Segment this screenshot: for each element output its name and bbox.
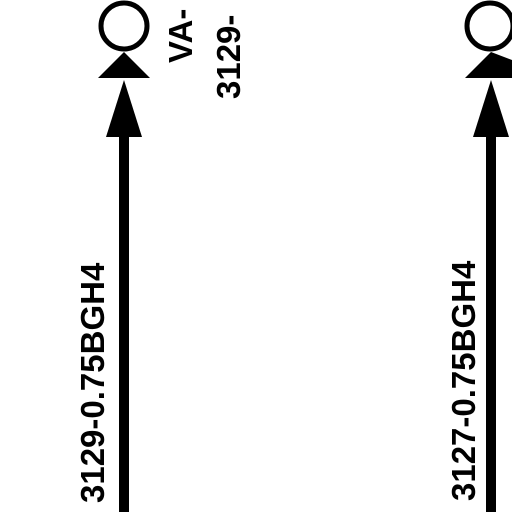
right-connector-pin-triangle (465, 52, 512, 78)
left-terminal-label-top: VA- (162, 9, 199, 63)
right-wire-arrowhead (473, 80, 509, 137)
left-wire-arrowhead (106, 80, 142, 137)
left-wire-group: 3129-0.75BGH4 (74, 0, 150, 512)
right-connector-circle (464, 0, 512, 52)
left-connector-pin-triangle (98, 52, 150, 78)
right-wire-group: 3127-0.75BGH4 (445, 0, 512, 512)
left-wire-label: 3129-0.75BGH4 (74, 262, 111, 503)
right-wire-label: 3127-0.75BGH4 (445, 260, 482, 501)
left-terminal-label-bottom: 3129- (210, 15, 247, 99)
left-connector-circle (98, 0, 150, 52)
